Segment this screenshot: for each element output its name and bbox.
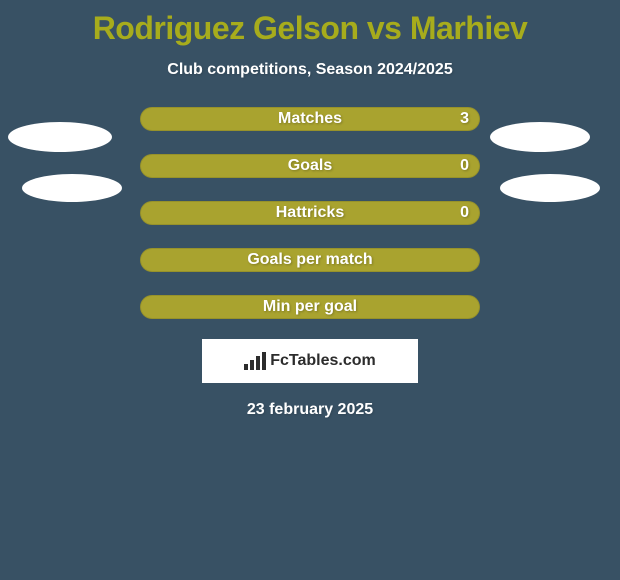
brand-box: FcTables.com bbox=[202, 339, 418, 383]
stat-bar-hattricks: Hattricks 0 bbox=[140, 201, 480, 225]
subtitle-text: Club competitions, Season 2024/2025 bbox=[0, 61, 620, 79]
brand-name: FcTables.com bbox=[270, 352, 376, 370]
ellipse-left-1 bbox=[8, 122, 112, 152]
stat-bar-goals-per-match: Goals per match bbox=[140, 248, 480, 272]
stat-bar-label: Goals bbox=[288, 157, 332, 175]
brand-chart-icon bbox=[244, 352, 266, 370]
stat-bars: Matches 3 Goals 0 Hattricks 0 Goals per … bbox=[140, 107, 480, 319]
page-title: Rodriguez Gelson vs Marhiev bbox=[0, 10, 620, 47]
ellipse-right-2 bbox=[500, 174, 600, 202]
stat-bar-label: Hattricks bbox=[276, 204, 344, 222]
stat-bar-min-per-goal: Min per goal bbox=[140, 295, 480, 319]
stat-bar-value: 3 bbox=[460, 110, 469, 128]
ellipse-right-1 bbox=[490, 122, 590, 152]
stat-bar-goals: Goals 0 bbox=[140, 154, 480, 178]
chart-container: Rodriguez Gelson vs Marhiev Club competi… bbox=[0, 0, 620, 580]
stat-bar-value: 0 bbox=[460, 204, 469, 222]
stat-bar-value: 0 bbox=[460, 157, 469, 175]
stat-bar-label: Goals per match bbox=[247, 251, 372, 269]
stat-bar-label: Matches bbox=[278, 110, 342, 128]
stat-bar-matches: Matches 3 bbox=[140, 107, 480, 131]
date-text: 23 february 2025 bbox=[0, 401, 620, 419]
ellipse-left-2 bbox=[22, 174, 122, 202]
stat-bar-label: Min per goal bbox=[263, 298, 357, 316]
